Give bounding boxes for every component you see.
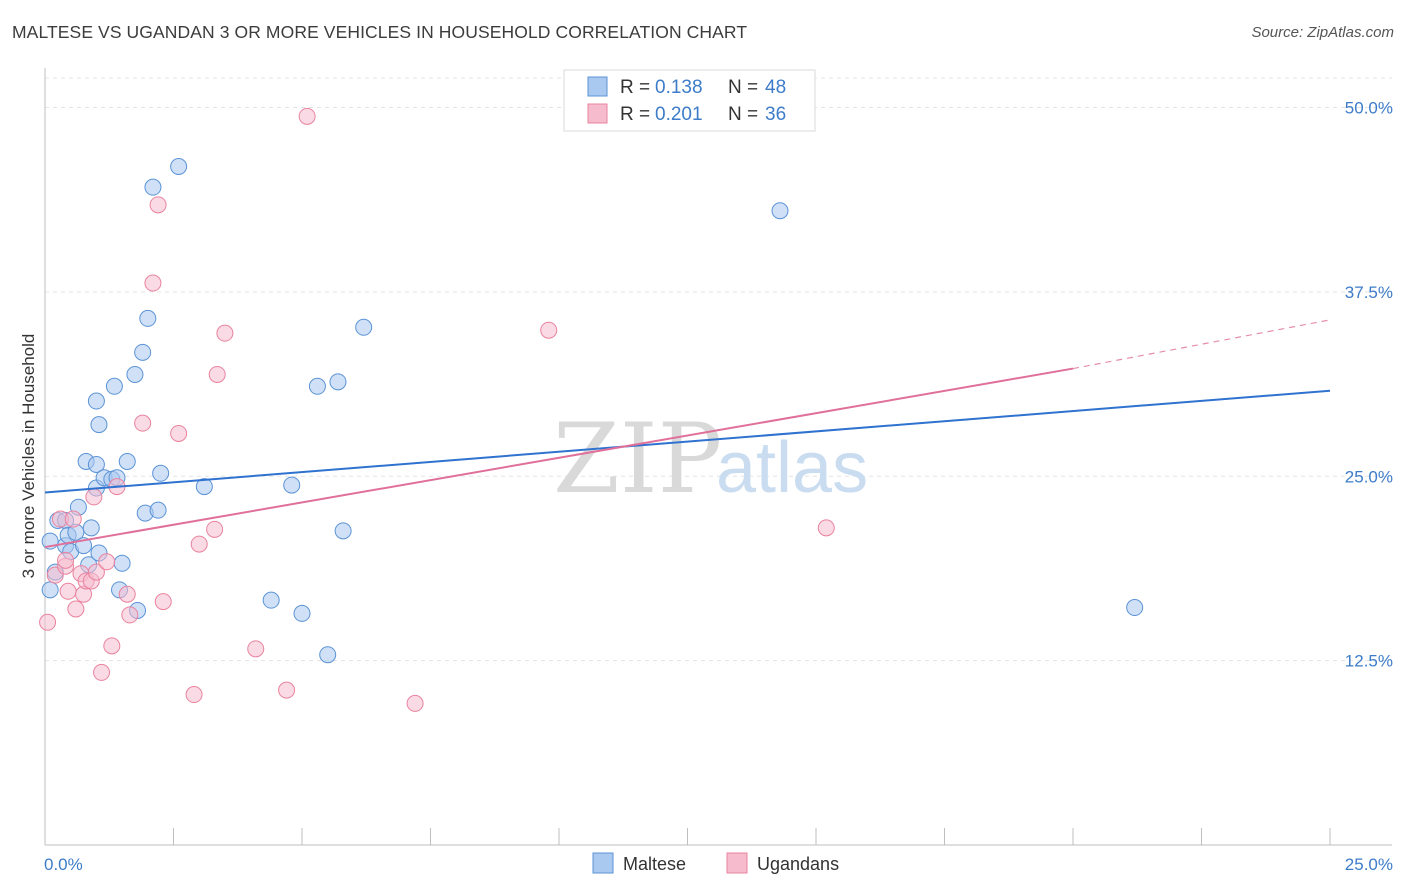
legend-n-value-maltese: 48 — [765, 77, 786, 98]
ugandans-point — [540, 321, 558, 339]
ugandans-point — [118, 585, 136, 603]
legend-swatch-maltese — [587, 76, 608, 97]
ugandans-point — [93, 663, 111, 681]
maltese-point — [41, 581, 59, 599]
tick-label-layer: 12.5% 25.0% 37.5% 50.0% 0.0% 25.0% — [44, 99, 1393, 875]
maltese-point — [319, 646, 337, 664]
bottom-legend-label-ugandans: Ugandans — [757, 854, 839, 874]
maltese-trend-line — [44, 389, 1331, 494]
ugandans-point — [149, 196, 167, 214]
ugandans-point — [817, 519, 835, 537]
watermark-atlas: atlas — [716, 428, 868, 508]
y-tick-label: 25.0% — [1345, 467, 1393, 486]
ugandans-point — [87, 563, 105, 581]
ugandans-point — [85, 488, 103, 506]
ugandans-trend-extension — [1072, 319, 1331, 370]
ugandans-point — [144, 274, 162, 292]
maltese-point — [1126, 599, 1144, 617]
ugandans-point — [298, 107, 316, 125]
maltese-point — [283, 476, 301, 494]
ugandans-point — [247, 640, 265, 658]
bottom-legend-swatch-ugandans — [726, 852, 748, 874]
y-tick-label: 37.5% — [1345, 283, 1393, 302]
ugandans-point — [39, 613, 57, 631]
maltese-point — [118, 453, 136, 470]
legend-n-label-ugandans: N = — [728, 104, 758, 125]
ugandans-point — [406, 694, 424, 712]
maltese-point — [308, 377, 326, 395]
legend-n-label-maltese: N = — [728, 77, 758, 98]
maltese-point — [134, 343, 152, 361]
ugandans-point — [190, 535, 208, 553]
watermark-zip: ZIP — [553, 403, 722, 515]
maltese-point — [329, 373, 347, 391]
legend-swatch-ugandans — [587, 103, 608, 124]
maltese-point — [334, 522, 352, 540]
ugandans-point — [206, 520, 224, 538]
maltese-point — [113, 554, 131, 572]
chart-source: Source: ZipAtlas.com — [1251, 24, 1394, 41]
ugandans-point — [170, 424, 188, 442]
bottom-legend-swatch-maltese — [592, 852, 614, 874]
maltese-point — [262, 591, 280, 609]
bottom-legend-label-maltese: Maltese — [623, 854, 686, 874]
maltese-point — [144, 178, 162, 196]
legend-r-value-maltese: 0.138 — [655, 77, 703, 98]
x-tick-label: 25.0% — [1345, 855, 1393, 874]
maltese-point — [90, 416, 108, 434]
maltese-point — [170, 158, 188, 175]
watermark: ZIP atlas — [553, 403, 868, 515]
ugandans-point — [185, 686, 203, 704]
bottom-legend: Maltese Ugandans — [592, 852, 839, 874]
ugandans-point — [67, 600, 85, 618]
legend: R = 0.138 N = 48 R = 0.201 N = 36 — [563, 69, 816, 132]
legend-r-label-maltese: R = — [620, 77, 650, 98]
maltese-point — [293, 604, 311, 622]
ugandans-point — [208, 365, 226, 383]
ugandans-point — [134, 414, 152, 432]
chart-title: MALTESE VS UGANDAN 3 OR MORE VEHICLES IN… — [12, 22, 748, 42]
maltese-point — [355, 318, 373, 336]
maltese-point — [87, 455, 105, 473]
ugandans-trend-line — [44, 367, 1074, 549]
maltese-point — [771, 202, 789, 220]
maltese-point — [152, 464, 170, 482]
ugandans-point — [103, 637, 121, 655]
axes-layer — [44, 68, 1392, 846]
maltese-point — [195, 478, 213, 496]
ugandans-point — [216, 324, 234, 342]
maltese-point — [139, 309, 157, 327]
grid-layer — [45, 77, 1392, 662]
maltese-point — [126, 365, 144, 383]
ugandans-point — [57, 551, 75, 569]
ugandans-point — [64, 510, 82, 528]
ugandans-point — [278, 681, 296, 699]
x-tick-label: 0.0% — [44, 855, 83, 874]
legend-r-value-ugandans: 0.201 — [655, 104, 703, 125]
y-axis-title: 3 or more Vehicles in Household — [19, 334, 38, 579]
maltese-point — [149, 501, 167, 519]
trend-layer — [44, 319, 1331, 549]
ugandans-point — [59, 582, 77, 600]
y-tick-label: 50.0% — [1345, 99, 1393, 118]
maltese-point — [82, 519, 100, 537]
ugandans-point — [121, 606, 139, 624]
y-tick-label: 12.5% — [1345, 652, 1393, 671]
ugandans-point — [98, 553, 116, 571]
ugandans-point — [154, 593, 172, 611]
maltese-point — [105, 377, 123, 395]
legend-n-value-ugandans: 36 — [765, 104, 786, 125]
maltese-point — [87, 392, 105, 410]
legend-r-label-ugandans: R = — [620, 104, 650, 125]
